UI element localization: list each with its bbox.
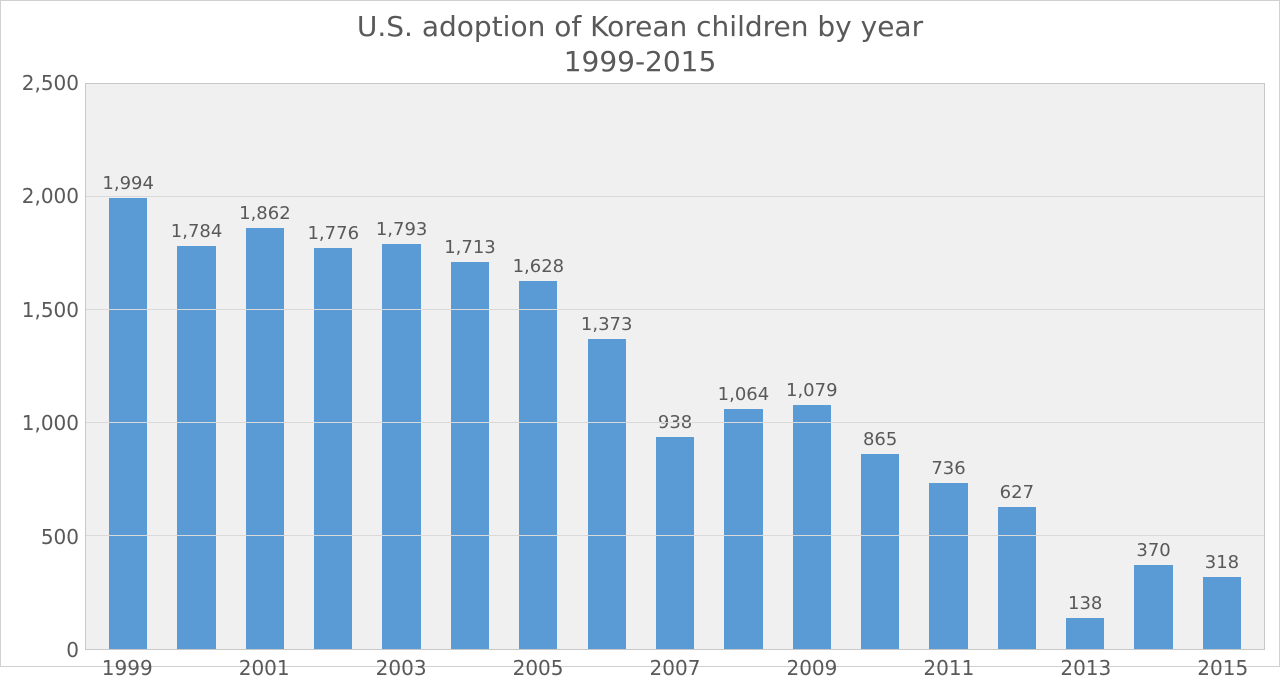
x-axis-tick (435, 656, 503, 680)
bar (1203, 577, 1241, 649)
x-axis-tick (161, 656, 229, 680)
x-axis-tick: 1999 (93, 656, 161, 680)
bar-data-label: 318 (1205, 552, 1239, 573)
bar (1066, 618, 1104, 649)
bar-slot: 627 (983, 84, 1051, 649)
bar (382, 244, 420, 649)
x-axis-tick (846, 656, 914, 680)
y-axis-tick: 500 (41, 525, 79, 549)
bar-data-label: 1,776 (307, 223, 359, 244)
bar (519, 281, 557, 649)
bar-data-label: 865 (863, 429, 897, 450)
bar (588, 339, 626, 649)
bar-slot: 1,713 (436, 84, 504, 649)
x-axis-tick: 2015 (1189, 656, 1257, 680)
bar (656, 437, 694, 649)
x-axis-tick (709, 656, 777, 680)
bar-slot: 865 (846, 84, 914, 649)
x-axis-tick: 2003 (367, 656, 435, 680)
x-axis-tick (1120, 656, 1188, 680)
bar-slot: 1,793 (367, 84, 435, 649)
bar-slot: 1,079 (778, 84, 846, 649)
x-axis-tick: 2011 (915, 656, 983, 680)
bar-data-label: 1,628 (513, 256, 565, 277)
bar-slot: 938 (641, 84, 709, 649)
x-axis-tick: 2001 (230, 656, 298, 680)
bar (1134, 565, 1172, 649)
bar-slot: 1,994 (94, 84, 162, 649)
x-axis: 1999 2001 2003 2005 2007 2009 2011 2013 2015 (15, 656, 1265, 680)
x-axis-tick (298, 656, 366, 680)
bar (246, 228, 284, 649)
bar (793, 405, 831, 649)
bar-slot: 370 (1119, 84, 1187, 649)
gridline (86, 422, 1264, 423)
x-axis-tick (572, 656, 640, 680)
bar-slot: 1,784 (162, 84, 230, 649)
x-axis-tick: 2005 (504, 656, 572, 680)
bar-slot: 1,776 (299, 84, 367, 649)
bar-slot: 1,373 (573, 84, 641, 649)
bar-data-label: 1,784 (171, 221, 223, 242)
y-axis-tick: 0 (66, 638, 79, 662)
gridline (86, 535, 1264, 536)
x-axis-tick: 2009 (778, 656, 846, 680)
bar-slot: 736 (914, 84, 982, 649)
bar-slot: 1,064 (709, 84, 777, 649)
bar-data-label: 1,713 (444, 237, 496, 258)
x-axis-tick: 2007 (641, 656, 709, 680)
bar-data-label: 1,793 (376, 219, 428, 240)
chart-title: U.S. adoption of Korean children by year… (15, 9, 1265, 79)
bar (929, 483, 967, 649)
bar-slot: 1,628 (504, 84, 572, 649)
title-line-1: U.S. adoption of Korean children by year (357, 10, 923, 43)
y-axis-tick: 2,500 (22, 71, 79, 95)
bar (109, 198, 147, 649)
bar-data-label: 1,064 (718, 384, 770, 405)
bar (177, 246, 215, 649)
bar-data-label: 138 (1068, 593, 1102, 614)
bar-data-label: 627 (1000, 482, 1034, 503)
gridline (86, 309, 1264, 310)
bar-data-label: 1,079 (786, 380, 838, 401)
chart-container: U.S. adoption of Korean children by year… (0, 0, 1280, 667)
bar-slot: 1,862 (231, 84, 299, 649)
bars-layer: 1,994 1,784 1,862 1,776 1,793 1,713 1,628 1,373… (86, 84, 1264, 649)
bar (314, 248, 352, 649)
bar-slot: 318 (1188, 84, 1256, 649)
y-axis-tick: 1,500 (22, 298, 79, 322)
y-axis: 05001,0001,5002,0002,500 (15, 83, 85, 650)
plot: 1,994 1,784 1,862 1,776 1,793 1,713 1,628 1,373… (85, 83, 1265, 650)
title-line-2: 1999-2015 (564, 45, 717, 78)
bar (451, 262, 489, 649)
bar-data-label: 1,994 (102, 173, 154, 194)
bar-data-label: 736 (931, 458, 965, 479)
bar-data-label: 1,862 (239, 203, 291, 224)
bar-data-label: 370 (1136, 540, 1170, 561)
plot-area: 05001,0001,5002,0002,500 1,9941,7841,862… (15, 83, 1265, 650)
y-axis-tick: 2,000 (22, 184, 79, 208)
gridline (86, 196, 1264, 197)
bar (861, 454, 899, 649)
bar (998, 507, 1036, 649)
y-axis-tick: 1,000 (22, 411, 79, 435)
bar (724, 409, 762, 649)
bar-data-label: 1,373 (581, 314, 633, 335)
x-axis-tick: 2013 (1052, 656, 1120, 680)
x-axis-tick (983, 656, 1051, 680)
bar-slot: 138 (1051, 84, 1119, 649)
